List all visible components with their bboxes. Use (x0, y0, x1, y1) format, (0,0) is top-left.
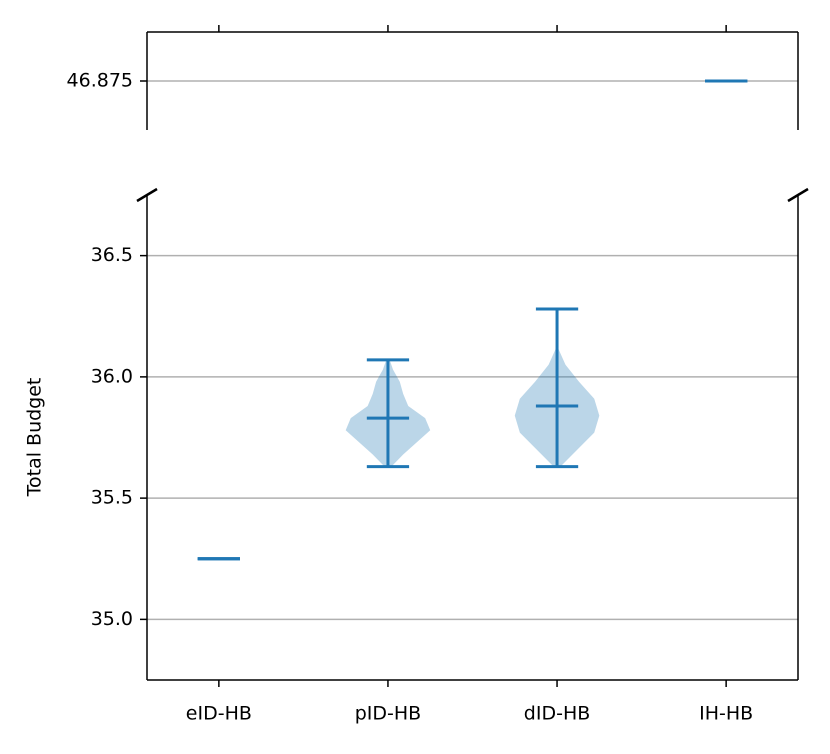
x-tick-label: dID-HB (524, 703, 590, 725)
y-tick-label: 35.0 (91, 608, 133, 630)
y-axis-label: Total Budget (24, 378, 46, 498)
y-tick-label: 35.5 (91, 487, 133, 509)
y-tick-label: 36.0 (91, 365, 133, 387)
y-tick-label: 46.875 (67, 70, 133, 92)
axis-break (787, 187, 809, 203)
x-tick-label: pID-HB (355, 703, 421, 725)
y-tick-label: 36.5 (91, 244, 133, 266)
x-tick-label: IH-HB (699, 703, 753, 725)
x-tick-label: eID-HB (186, 703, 252, 725)
axis-break (136, 187, 158, 203)
